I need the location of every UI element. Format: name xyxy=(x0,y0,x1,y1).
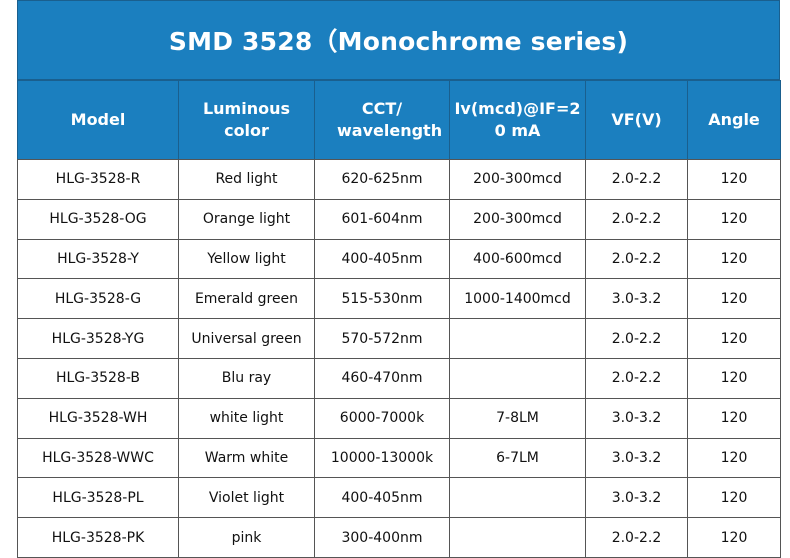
table-row: HLG-3528-G Emerald green 515-530nm 1000-140… xyxy=(17,278,781,320)
table-body: HLG-3528-R Red light 620-625nm 200-300mcd 2.… xyxy=(17,159,781,558)
luminous-color-cell: pink xyxy=(178,517,315,558)
intensity-cell: 400-600mcd xyxy=(449,238,586,280)
model-cell: HLG-3528-PL xyxy=(17,477,179,519)
table-row: HLG-3528-OG Orange light 601-604nm 200-300m… xyxy=(17,198,781,240)
header-luminous-color: Luminous color xyxy=(178,80,315,160)
table-header: Model Luminous color CCT/ wavelength Iv(… xyxy=(17,80,781,160)
spec-sheet: SMD 3528（Monochrome series) Model Lumino… xyxy=(17,0,781,558)
table-row: HLG-3528-WH white light 6000-7000k 7-8LM 3.0… xyxy=(17,397,781,439)
table-row: HLG-3528-B Blu ray 460-470nm 2.0-2.2 120 xyxy=(17,357,781,399)
angle-cell: 120 xyxy=(687,357,781,399)
header-cct-text: CCT/ wavelength xyxy=(337,99,443,140)
luminous-color-cell: Universal green xyxy=(178,318,315,359)
voltage-cell: 3.0-3.2 xyxy=(585,477,688,519)
voltage-cell: 2.0-2.2 xyxy=(585,517,688,558)
angle-cell: 120 xyxy=(687,198,781,240)
voltage-cell: 2.0-2.2 xyxy=(585,198,688,240)
luminous-color-cell: Orange light xyxy=(178,198,315,240)
model-cell: HLG-3528-G xyxy=(17,278,179,320)
cct-cell: 570-572nm xyxy=(314,318,450,359)
model-cell: HLG-3528-R xyxy=(17,159,179,200)
header-angle: Angle xyxy=(687,80,781,160)
model-cell: HLG-3528-OG xyxy=(17,198,179,240)
voltage-cell: 2.0-2.2 xyxy=(585,318,688,359)
cct-cell: 300-400nm xyxy=(314,517,450,558)
luminous-color-cell: white light xyxy=(178,397,315,439)
model-cell: HLG-3528-WWC xyxy=(17,437,179,479)
angle-cell: 120 xyxy=(687,318,781,359)
header-forward-voltage: VF(V) xyxy=(585,80,688,160)
luminous-color-cell: Blu ray xyxy=(178,357,315,399)
model-cell: HLG-3528-B xyxy=(17,357,179,399)
cct-cell: 10000-13000k xyxy=(314,437,450,479)
table-row: HLG-3528-WWC Warm white 10000-13000k 6-7LM 3… xyxy=(17,437,781,479)
luminous-color-cell: Violet light xyxy=(178,477,315,519)
header-model: Model xyxy=(17,80,179,160)
angle-cell: 120 xyxy=(687,238,781,280)
angle-cell: 120 xyxy=(687,278,781,320)
angle-cell: 120 xyxy=(687,397,781,439)
cct-cell: 460-470nm xyxy=(314,357,450,399)
intensity-cell: 6-7LM xyxy=(449,437,586,479)
page-title: SMD 3528（Monochrome series) xyxy=(17,0,780,80)
luminous-color-cell: Emerald green xyxy=(178,278,315,320)
header-luminous-intensity: Iv(mcd)@IF=20 mA xyxy=(449,80,586,160)
voltage-cell: 3.0-3.2 xyxy=(585,278,688,320)
model-cell: HLG-3528-YG xyxy=(17,318,179,359)
angle-cell: 120 xyxy=(687,159,781,200)
model-cell: HLG-3528-WH xyxy=(17,397,179,439)
intensity-cell xyxy=(449,477,586,519)
cct-cell: 400-405nm xyxy=(314,238,450,280)
intensity-cell: 7-8LM xyxy=(449,397,586,439)
intensity-cell: 200-300mcd xyxy=(449,198,586,240)
table-row: HLG-3528-R Red light 620-625nm 200-300mcd 2.… xyxy=(17,159,781,200)
cct-cell: 515-530nm xyxy=(314,278,450,320)
intensity-cell xyxy=(449,357,586,399)
luminous-color-cell: Yellow light xyxy=(178,238,315,280)
intensity-cell: 200-300mcd xyxy=(449,159,586,200)
voltage-cell: 3.0-3.2 xyxy=(585,397,688,439)
voltage-cell: 2.0-2.2 xyxy=(585,357,688,399)
table-row: HLG-3528-Y Yellow light 400-405nm 400-600mc… xyxy=(17,238,781,280)
angle-cell: 120 xyxy=(687,477,781,519)
voltage-cell: 2.0-2.2 xyxy=(585,238,688,280)
spec-table: Model Luminous color CCT/ wavelength Iv(… xyxy=(17,80,781,558)
title-text: SMD 3528（Monochrome series) xyxy=(168,27,629,56)
cct-cell: 601-604nm xyxy=(314,198,450,240)
header-row: Model Luminous color CCT/ wavelength Iv(… xyxy=(17,80,781,160)
voltage-cell: 3.0-3.2 xyxy=(585,437,688,479)
header-iv-text: Iv(mcd)@IF=20 mA xyxy=(454,99,581,140)
voltage-cell: 2.0-2.2 xyxy=(585,159,688,200)
cct-cell: 6000-7000k xyxy=(314,397,450,439)
model-cell: HLG-3528-PK xyxy=(17,517,179,558)
model-cell: HLG-3528-Y xyxy=(17,238,179,280)
angle-cell: 120 xyxy=(687,437,781,479)
luminous-color-cell: Warm white xyxy=(178,437,315,479)
intensity-cell: 1000-1400mcd xyxy=(449,278,586,320)
cct-cell: 400-405nm xyxy=(314,477,450,519)
angle-cell: 120 xyxy=(687,517,781,558)
table-row: HLG-3528-YG Universal green 570-572nm 2.0-2… xyxy=(17,318,781,359)
table-row: HLG-3528-PK pink 300-400nm 2.0-2.2 120 xyxy=(17,517,781,558)
intensity-cell xyxy=(449,517,586,558)
luminous-color-cell: Red light xyxy=(178,159,315,200)
table-row: HLG-3528-PL Violet light 400-405nm 3.0-3.2 1… xyxy=(17,477,781,519)
cct-cell: 620-625nm xyxy=(314,159,450,200)
header-cct-wavelength: CCT/ wavelength xyxy=(314,80,450,160)
intensity-cell xyxy=(449,318,586,359)
